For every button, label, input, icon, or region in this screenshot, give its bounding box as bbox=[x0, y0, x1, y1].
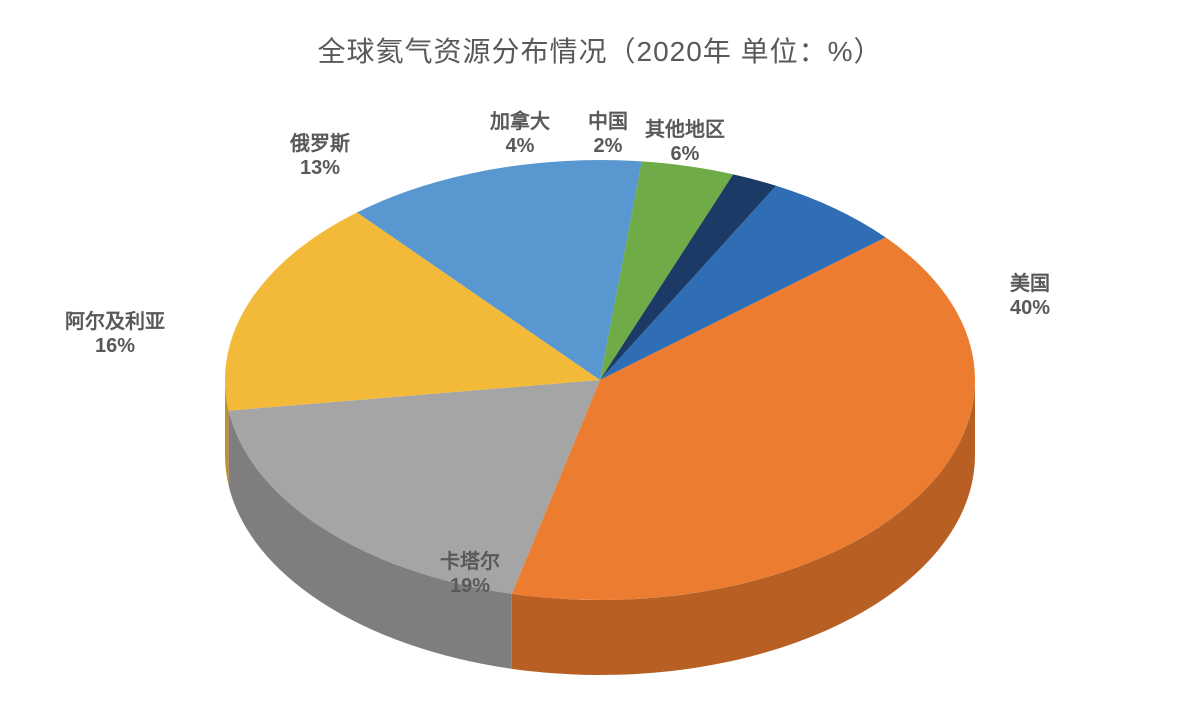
slice-label: 加拿大4% bbox=[489, 109, 550, 157]
slice-label: 阿尔及利亚16% bbox=[65, 309, 165, 357]
slice-label: 美国40% bbox=[1010, 271, 1050, 319]
pie-chart-svg: 其他地区6%美国40%卡塔尔19%阿尔及利亚16%俄罗斯13%加拿大4%中国2% bbox=[0, 0, 1200, 727]
pie-chart-container: 全球氦气资源分布情况（2020年 单位：%） 其他地区6%美国40%卡塔尔19%… bbox=[0, 0, 1200, 727]
slice-label: 中国2% bbox=[588, 109, 628, 157]
slice-label: 其他地区6% bbox=[645, 117, 725, 165]
slice-label: 俄罗斯13% bbox=[289, 131, 350, 179]
